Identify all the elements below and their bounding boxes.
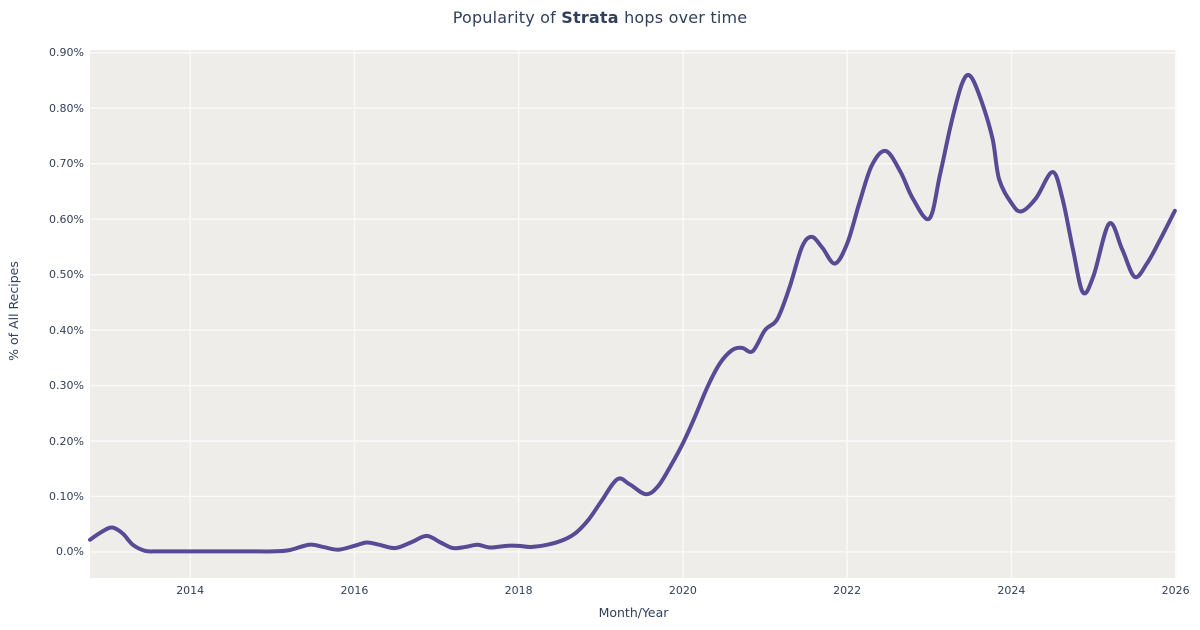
y-tick-label: 0.30%	[49, 379, 84, 393]
y-tick-label: 0.10%	[49, 489, 84, 503]
chart-title-hop-name: Strata	[561, 8, 619, 27]
x-tick-label: 2022	[833, 584, 862, 597]
y-tick-label: 0.0%	[56, 545, 84, 559]
y-tick-label: 0.80%	[49, 101, 84, 115]
x-tick-label: 2018	[504, 584, 533, 597]
x-tick-label: 2020	[668, 584, 697, 597]
x-axis-label: Month/Year	[598, 605, 669, 620]
y-tick-label: 0.40%	[49, 323, 84, 337]
y-tick-label: 0.60%	[49, 212, 84, 226]
y-tick-label: 0.50%	[49, 268, 84, 282]
chart-title: Popularity of Strata hops over time	[0, 8, 1200, 27]
y-axis-label-text: % of All Recipes	[5, 261, 21, 361]
x-tick-label: 2026	[1161, 584, 1190, 597]
x-tick-label: 2016	[340, 584, 369, 597]
x-tick-label: 2014	[176, 584, 205, 597]
chart-title-suffix: hops over time	[618, 8, 748, 27]
popularity-line	[88, 72, 1177, 554]
plot-background	[90, 50, 1177, 578]
x-tick-label: 2024	[997, 584, 1026, 597]
y-tick-label: 0.70%	[49, 157, 84, 171]
y-tick-label: 0.90%	[49, 46, 84, 60]
y-tick-label: 0.20%	[49, 434, 84, 448]
chart-title-prefix: Popularity of	[452, 8, 562, 27]
